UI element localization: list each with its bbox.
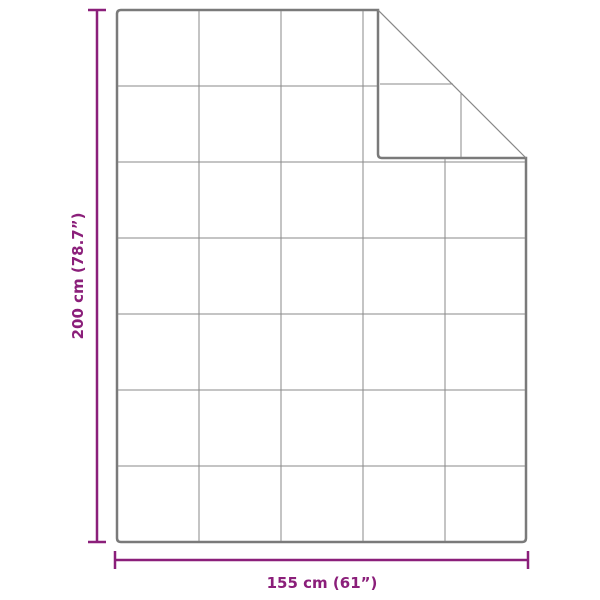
height-label: 200 cm (78.7”) <box>69 213 87 340</box>
height-dimension <box>88 8 106 544</box>
blanket-outline <box>115 8 528 544</box>
quilt-grid <box>118 11 525 541</box>
width-label: 155 cm (61”) <box>267 574 378 592</box>
folded-corner <box>377 9 527 159</box>
width-dimension <box>113 551 530 569</box>
blanket <box>115 8 528 544</box>
